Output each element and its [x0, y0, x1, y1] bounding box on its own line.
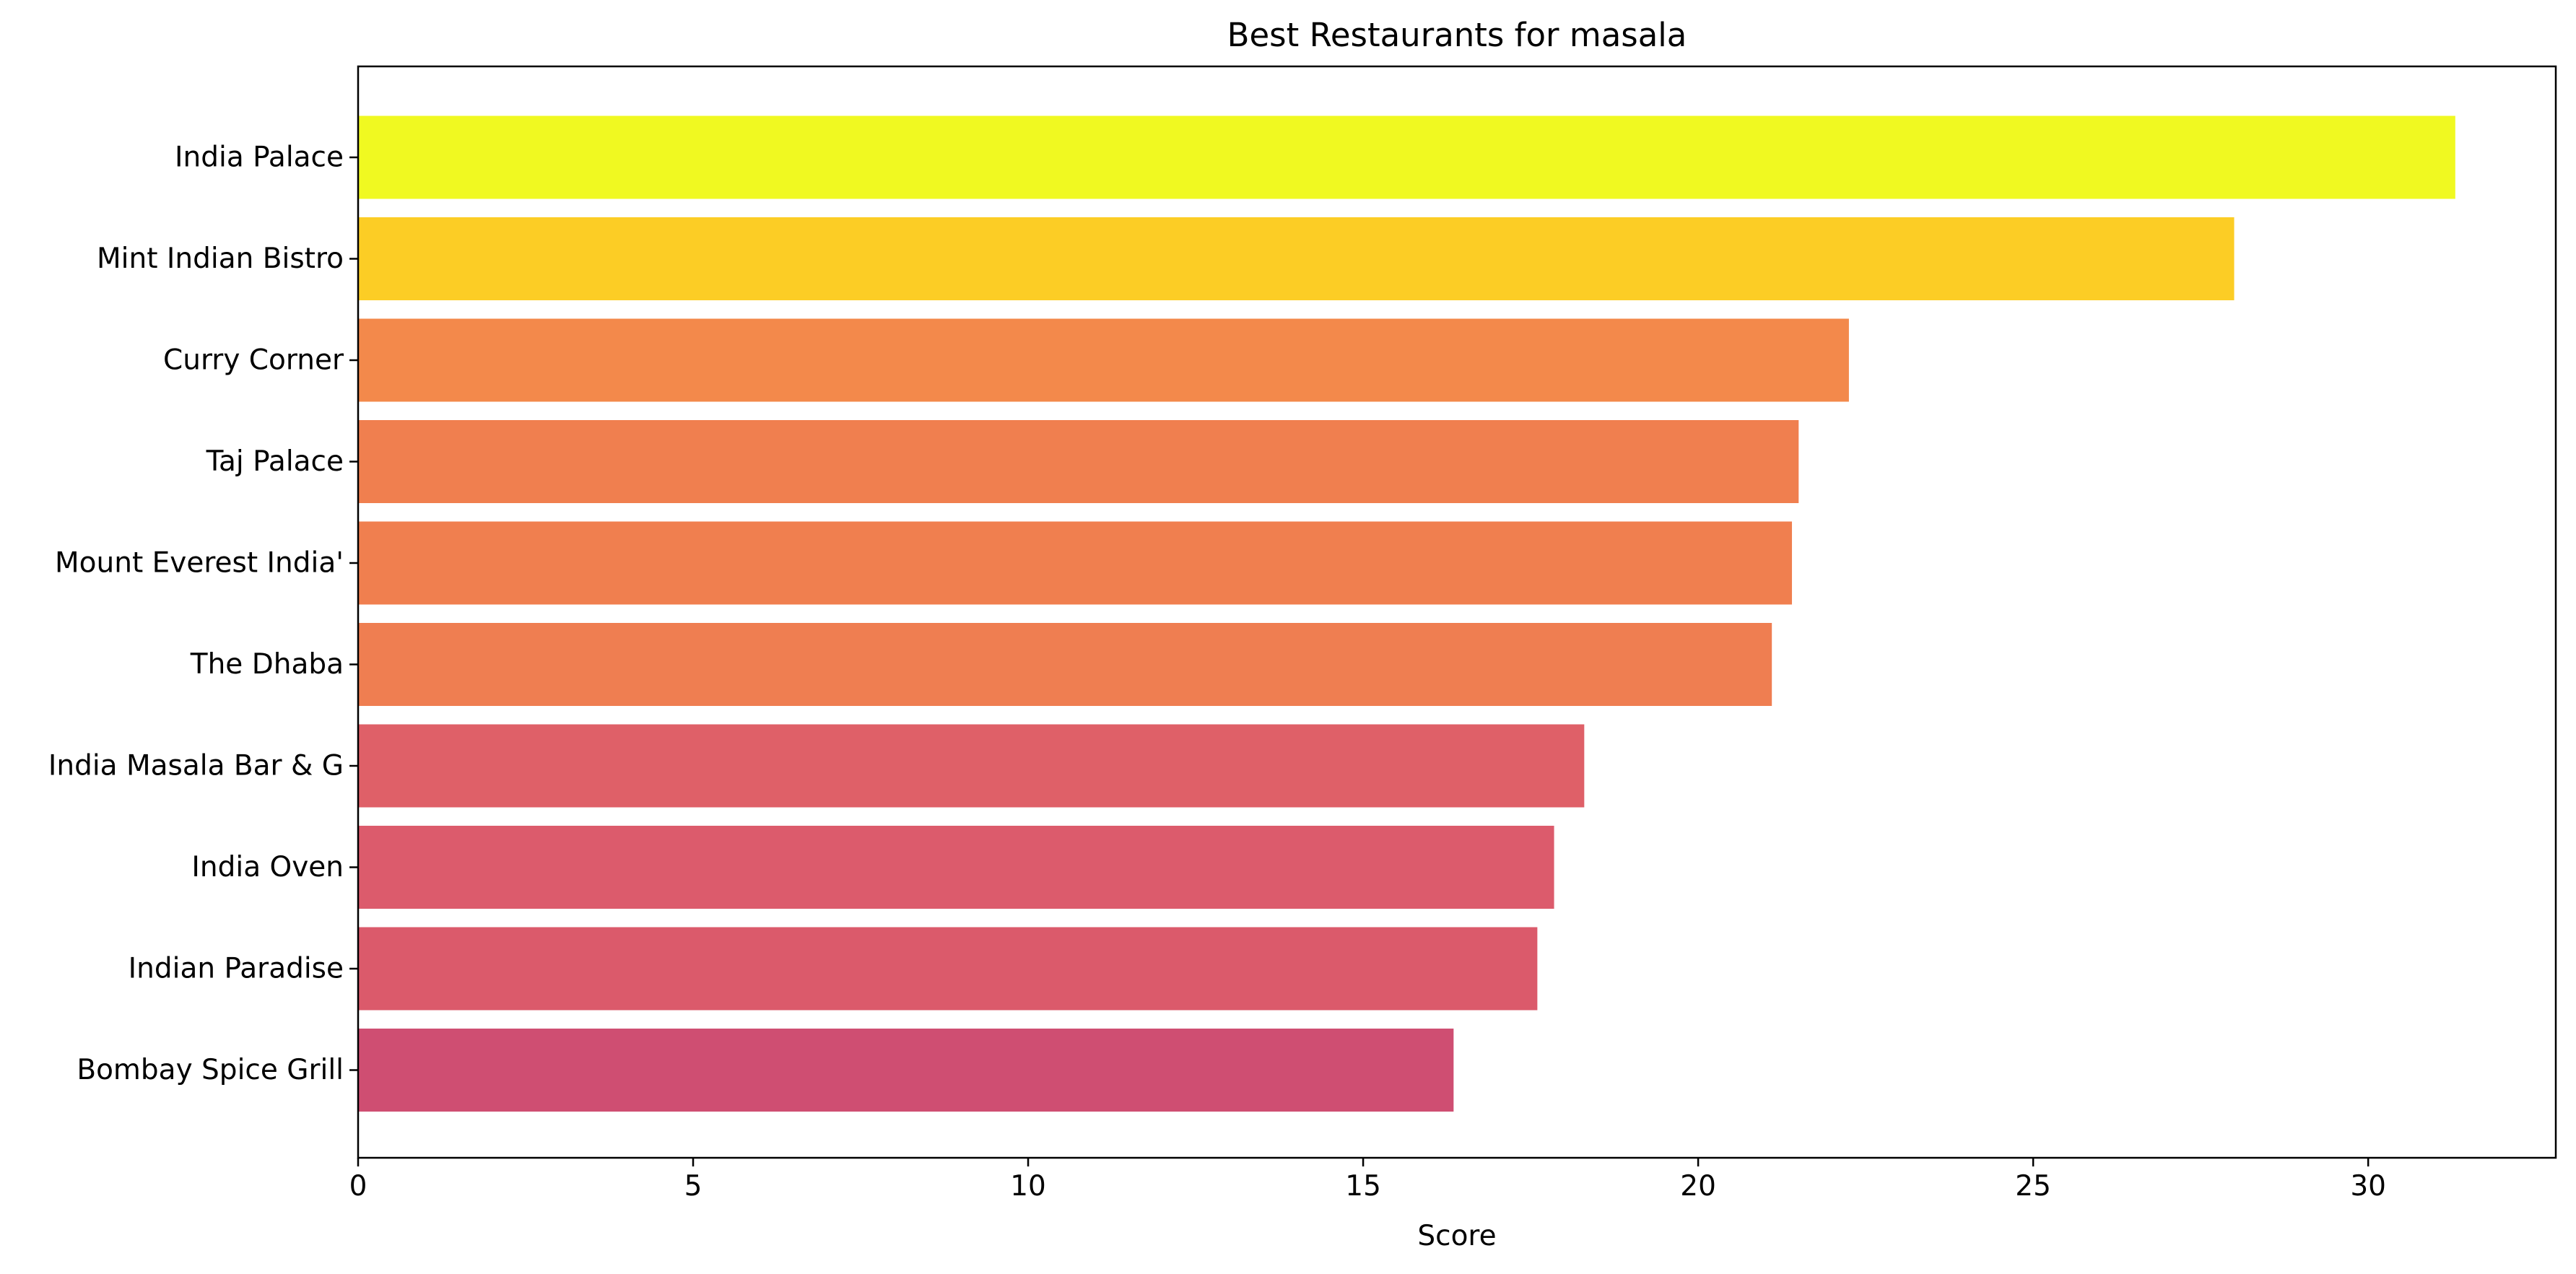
- bars: [358, 115, 2455, 1112]
- y-tick-label: Bombay Spice Grill: [77, 1054, 344, 1086]
- bar: [358, 521, 1793, 605]
- x-axis-label: Score: [1417, 1220, 1496, 1252]
- plot-frame: [357, 65, 2557, 1159]
- bar: [358, 623, 1772, 706]
- y-tick-label: Mint Indian Bistro: [97, 243, 344, 275]
- y-tick-label: India Palace: [175, 141, 344, 174]
- y-tick-label: Taj Palace: [206, 445, 344, 478]
- bar: [358, 1029, 1454, 1112]
- y-tick-label: Curry Corner: [163, 344, 344, 377]
- x-tick-label: 10: [1010, 1170, 1046, 1203]
- y-tick-label: India Oven: [191, 851, 344, 883]
- y-axis-ticks: India Palace Mint Indian Bistro Curry Corn…: [48, 141, 358, 1086]
- x-tick-label: 15: [1345, 1170, 1381, 1203]
- bar: [358, 217, 2235, 300]
- bar: [358, 420, 1799, 503]
- y-tick-label: Indian Paradise: [129, 953, 344, 985]
- x-tick-label: 20: [1680, 1170, 1716, 1203]
- bar: [358, 927, 1538, 1011]
- y-tick-label: Mount Everest India': [55, 547, 344, 580]
- bar: [358, 318, 1849, 402]
- bar: [358, 826, 1554, 909]
- bar: [358, 724, 1585, 808]
- y-tick-label: India Masala Bar & G: [48, 750, 344, 782]
- x-tick-label: 5: [684, 1170, 702, 1203]
- y-tick-label: The Dhaba: [190, 648, 344, 681]
- x-tick-label: 0: [349, 1170, 367, 1203]
- x-tick-label: 25: [2015, 1170, 2051, 1203]
- bar: [358, 115, 2455, 199]
- chart-title: Best Restaurants for masala: [1227, 16, 1687, 54]
- x-tick-label: 30: [2350, 1170, 2386, 1203]
- x-axis-ticks: 0 5 10 15 20 25 30: [349, 1158, 2386, 1203]
